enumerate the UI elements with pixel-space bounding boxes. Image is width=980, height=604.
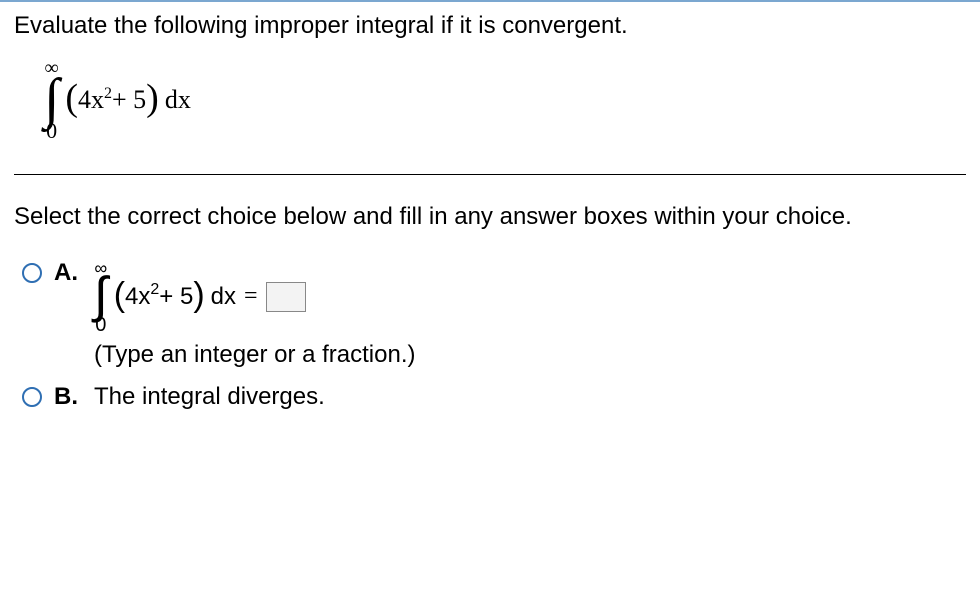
radio-b[interactable] [22, 387, 42, 407]
question-integral: ∞ ∫ 0 ( 4x 2 + 5 ) dx [44, 58, 966, 142]
integral-sign-icon: ∫ [44, 78, 59, 120]
integrand-dx: dx [165, 85, 191, 115]
choice-b-label: B. [54, 383, 82, 411]
choice-a-exponent: 2 [150, 281, 159, 299]
integrand-coef: 4x [78, 85, 104, 115]
choice-b-text: The integral diverges. [94, 383, 325, 410]
choice-a-right-paren: ) [193, 278, 204, 312]
left-paren: ( [65, 79, 78, 117]
integrand-plus: + 5 [112, 85, 146, 115]
choice-a-dx: dx [211, 283, 236, 311]
radio-a[interactable] [22, 263, 42, 283]
integral-lower-limit: 0 [46, 120, 57, 142]
choices-group: A. ∞ ∫ 0 ( 4x 2 [14, 259, 966, 411]
choice-a-plus: + 5 [159, 283, 193, 311]
choice-a-hint: (Type an integer or a fraction.) [94, 341, 966, 369]
question-prompt: Evaluate the following improper integral… [14, 12, 966, 40]
choice-a-left-paren: ( [114, 278, 125, 312]
choice-a-coef: 4x [125, 283, 150, 311]
choice-a-equals: = [244, 283, 258, 310]
section-divider [14, 174, 966, 175]
answer-input[interactable] [266, 282, 306, 312]
instruction-text: Select the correct choice below and fill… [14, 203, 966, 231]
choice-a-lower-limit: 0 [95, 315, 106, 335]
integrand-exponent: 2 [104, 85, 112, 103]
choice-a[interactable]: A. ∞ ∫ 0 ( 4x 2 [22, 259, 966, 369]
choice-a-label: A. [54, 259, 82, 287]
right-paren: ) [146, 79, 159, 117]
choice-a-integral: ∞ ∫ 0 ( 4x 2 + 5 ) dx [94, 259, 236, 335]
choice-b[interactable]: B. The integral diverges. [22, 383, 966, 411]
choice-a-integral-sign-icon: ∫ [94, 277, 108, 315]
